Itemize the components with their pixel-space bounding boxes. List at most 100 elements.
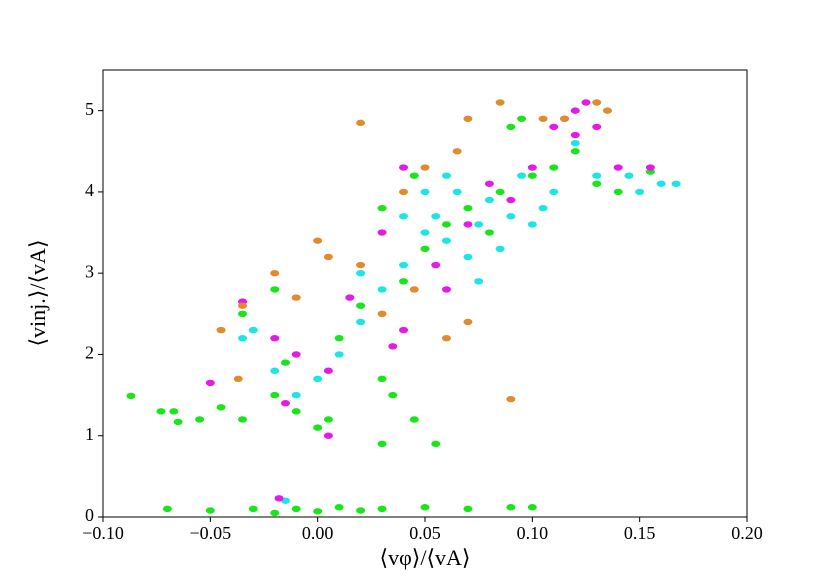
hex-point — [506, 196, 516, 204]
hex-point — [409, 172, 419, 179]
hex-point — [581, 99, 591, 106]
hex-point — [441, 286, 451, 293]
hex-point — [431, 213, 441, 220]
hex-point — [484, 229, 494, 236]
hex-point — [441, 335, 451, 342]
y-tick-label: 3 — [85, 261, 94, 281]
hex-point — [291, 408, 301, 415]
hex-point — [399, 261, 409, 269]
hex-point — [613, 188, 623, 196]
hex-point — [645, 164, 655, 171]
hex-point — [248, 326, 258, 334]
hex-point — [388, 391, 398, 399]
hex-point — [420, 245, 430, 252]
hex-point — [270, 367, 280, 374]
x-tick-label: −0.10 — [82, 523, 124, 543]
hex-point — [538, 204, 548, 212]
hex-point — [238, 416, 248, 423]
hex-point — [356, 318, 366, 326]
hex-point — [506, 504, 516, 511]
hex-point — [399, 326, 409, 334]
y-tick-label: 5 — [85, 99, 94, 119]
hex-point — [592, 99, 602, 106]
hex-point — [205, 379, 215, 387]
hex-point — [274, 495, 284, 502]
hex-point — [280, 359, 290, 366]
hex-point — [409, 416, 419, 423]
plot-frame — [102, 69, 748, 518]
hex-point — [549, 164, 559, 171]
hex-point — [570, 148, 580, 155]
hex-point — [495, 245, 505, 252]
hex-point — [313, 508, 323, 515]
hex-point — [635, 188, 645, 196]
hex-point — [495, 99, 505, 106]
hex-point — [238, 310, 248, 318]
hex-point — [671, 180, 681, 187]
hex-point — [452, 148, 462, 155]
hex-point — [570, 139, 580, 147]
x-tick-label: 0.05 — [409, 523, 441, 543]
hex-point — [323, 432, 333, 439]
hex-point — [624, 172, 634, 179]
hex-point — [592, 172, 602, 179]
hex-point — [323, 253, 333, 261]
hex-point — [377, 229, 387, 236]
hex-point — [313, 375, 323, 383]
hex-point — [205, 507, 215, 514]
x-tick-label: 0.10 — [517, 523, 549, 543]
hex-point — [126, 392, 136, 400]
x-axis-label: ⟨vφ⟩/⟨vA⟩ — [379, 545, 470, 570]
hex-point — [156, 408, 166, 415]
hex-point — [570, 107, 580, 114]
hex-point — [356, 261, 366, 269]
hex-point — [463, 115, 473, 122]
hex-point — [238, 335, 248, 342]
hex-point — [233, 375, 243, 383]
hex-point — [334, 504, 344, 511]
y-tick-label: 1 — [85, 424, 94, 444]
hex-point — [463, 318, 473, 326]
hex-point — [431, 261, 441, 269]
hex-point — [399, 164, 409, 171]
hex-point — [484, 180, 494, 187]
hex-point — [420, 188, 430, 196]
hex-point — [420, 504, 430, 511]
y-tick-label: 0 — [85, 505, 94, 525]
hex-point — [216, 326, 226, 334]
hex-point — [463, 204, 473, 212]
hex-point — [377, 310, 387, 318]
hex-point — [377, 204, 387, 212]
hex-point — [463, 253, 473, 261]
hex-point — [173, 418, 183, 426]
hex-point — [238, 302, 248, 309]
hex-point — [399, 188, 409, 196]
hex-point — [334, 335, 344, 342]
hex-point — [484, 196, 494, 204]
hex-point — [549, 123, 559, 131]
hex-point — [356, 507, 366, 514]
hex-point — [195, 416, 205, 423]
hex-point — [270, 391, 280, 399]
hex-point — [216, 404, 226, 411]
hex-point — [270, 335, 280, 342]
hex-point — [463, 221, 473, 228]
hex-point — [431, 440, 441, 448]
hex-point — [441, 237, 451, 244]
hex-point — [270, 269, 280, 277]
hex-point — [495, 188, 505, 196]
hex-point — [602, 107, 612, 114]
hex-point — [549, 188, 559, 196]
x-tick-label: 0.15 — [624, 523, 656, 543]
x-tick-label: 0.00 — [302, 523, 334, 543]
hex-point — [560, 115, 570, 122]
hex-point — [517, 172, 527, 179]
hex-point — [248, 505, 258, 513]
y-tick-label: 2 — [85, 343, 94, 363]
hex-point — [377, 440, 387, 448]
hex-point — [356, 302, 366, 309]
hex-point — [377, 375, 387, 383]
hex-point — [169, 408, 179, 415]
hex-point — [441, 221, 451, 228]
